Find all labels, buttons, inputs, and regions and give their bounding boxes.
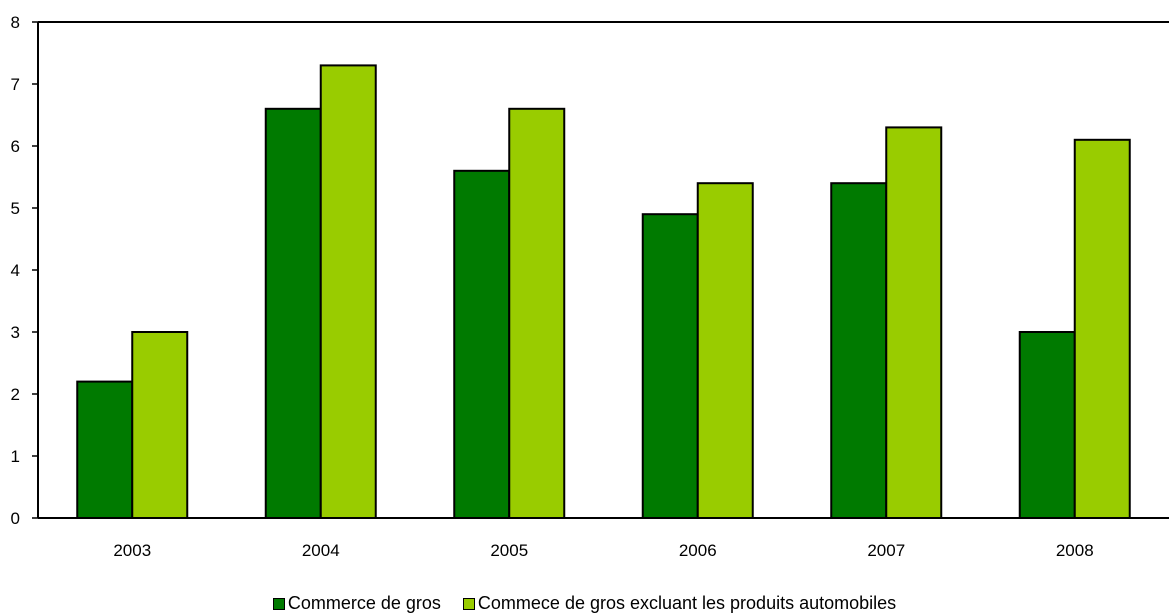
bar-2004-series-0	[264, 107, 322, 520]
y-tick-label: 8	[11, 13, 20, 32]
x-tick-label: 2006	[679, 541, 717, 560]
bar-2005-series-0	[453, 169, 511, 520]
legend-swatch-series-1	[462, 597, 475, 610]
legend: Commerce de gros Commece de gros excluan…	[0, 593, 1169, 614]
y-tick-label: 6	[11, 137, 20, 156]
bar-2006-series-0	[641, 213, 699, 519]
x-tick-label: 2005	[490, 541, 528, 560]
y-tick-label: 0	[11, 509, 20, 528]
bar-2008-series-1	[1073, 138, 1131, 520]
x-tick-label: 2004	[302, 541, 340, 560]
bar-2005-series-1	[508, 107, 566, 520]
y-tick-label: 1	[11, 447, 20, 466]
bar-2006-series-1	[696, 182, 754, 519]
bar-2008-series-0	[1018, 331, 1076, 519]
bar-2003-series-1	[131, 331, 189, 519]
y-tick-label: 5	[11, 199, 20, 218]
legend-label-series-0: Commerce de gros	[287, 593, 441, 613]
x-tick-label: 2007	[867, 541, 905, 560]
bar-2004-series-1	[319, 64, 377, 520]
x-axis-ticks: 2003 2004 2005 2006 2007 2008	[113, 541, 1093, 560]
x-tick-label: 2003	[113, 541, 151, 560]
legend-item-series-0: Commerce de gros	[272, 593, 441, 614]
bar-chart: 0 1 2 3 4 5 6 7 8 2003 2004 2005 2006 2007 2008	[11, 13, 1169, 560]
plot-frame	[37, 21, 1169, 519]
bar-2003-series-0	[76, 380, 134, 519]
y-axis-ticks: 0 1 2 3 4 5 6 7 8	[11, 13, 38, 528]
legend-swatch-series-0	[272, 597, 285, 610]
legend-label-series-1: Commece de gros excluant les produits au…	[477, 593, 897, 613]
y-tick-label: 3	[11, 323, 20, 342]
bar-2007-series-0	[830, 182, 888, 519]
x-tick-label: 2008	[1056, 541, 1094, 560]
legend-item-series-1: Commece de gros excluant les produits au…	[462, 593, 897, 614]
y-tick-label: 4	[11, 261, 20, 280]
y-tick-label: 7	[11, 75, 20, 94]
y-tick-label: 2	[11, 385, 20, 404]
bars	[76, 64, 1131, 520]
bar-2007-series-1	[885, 126, 943, 520]
